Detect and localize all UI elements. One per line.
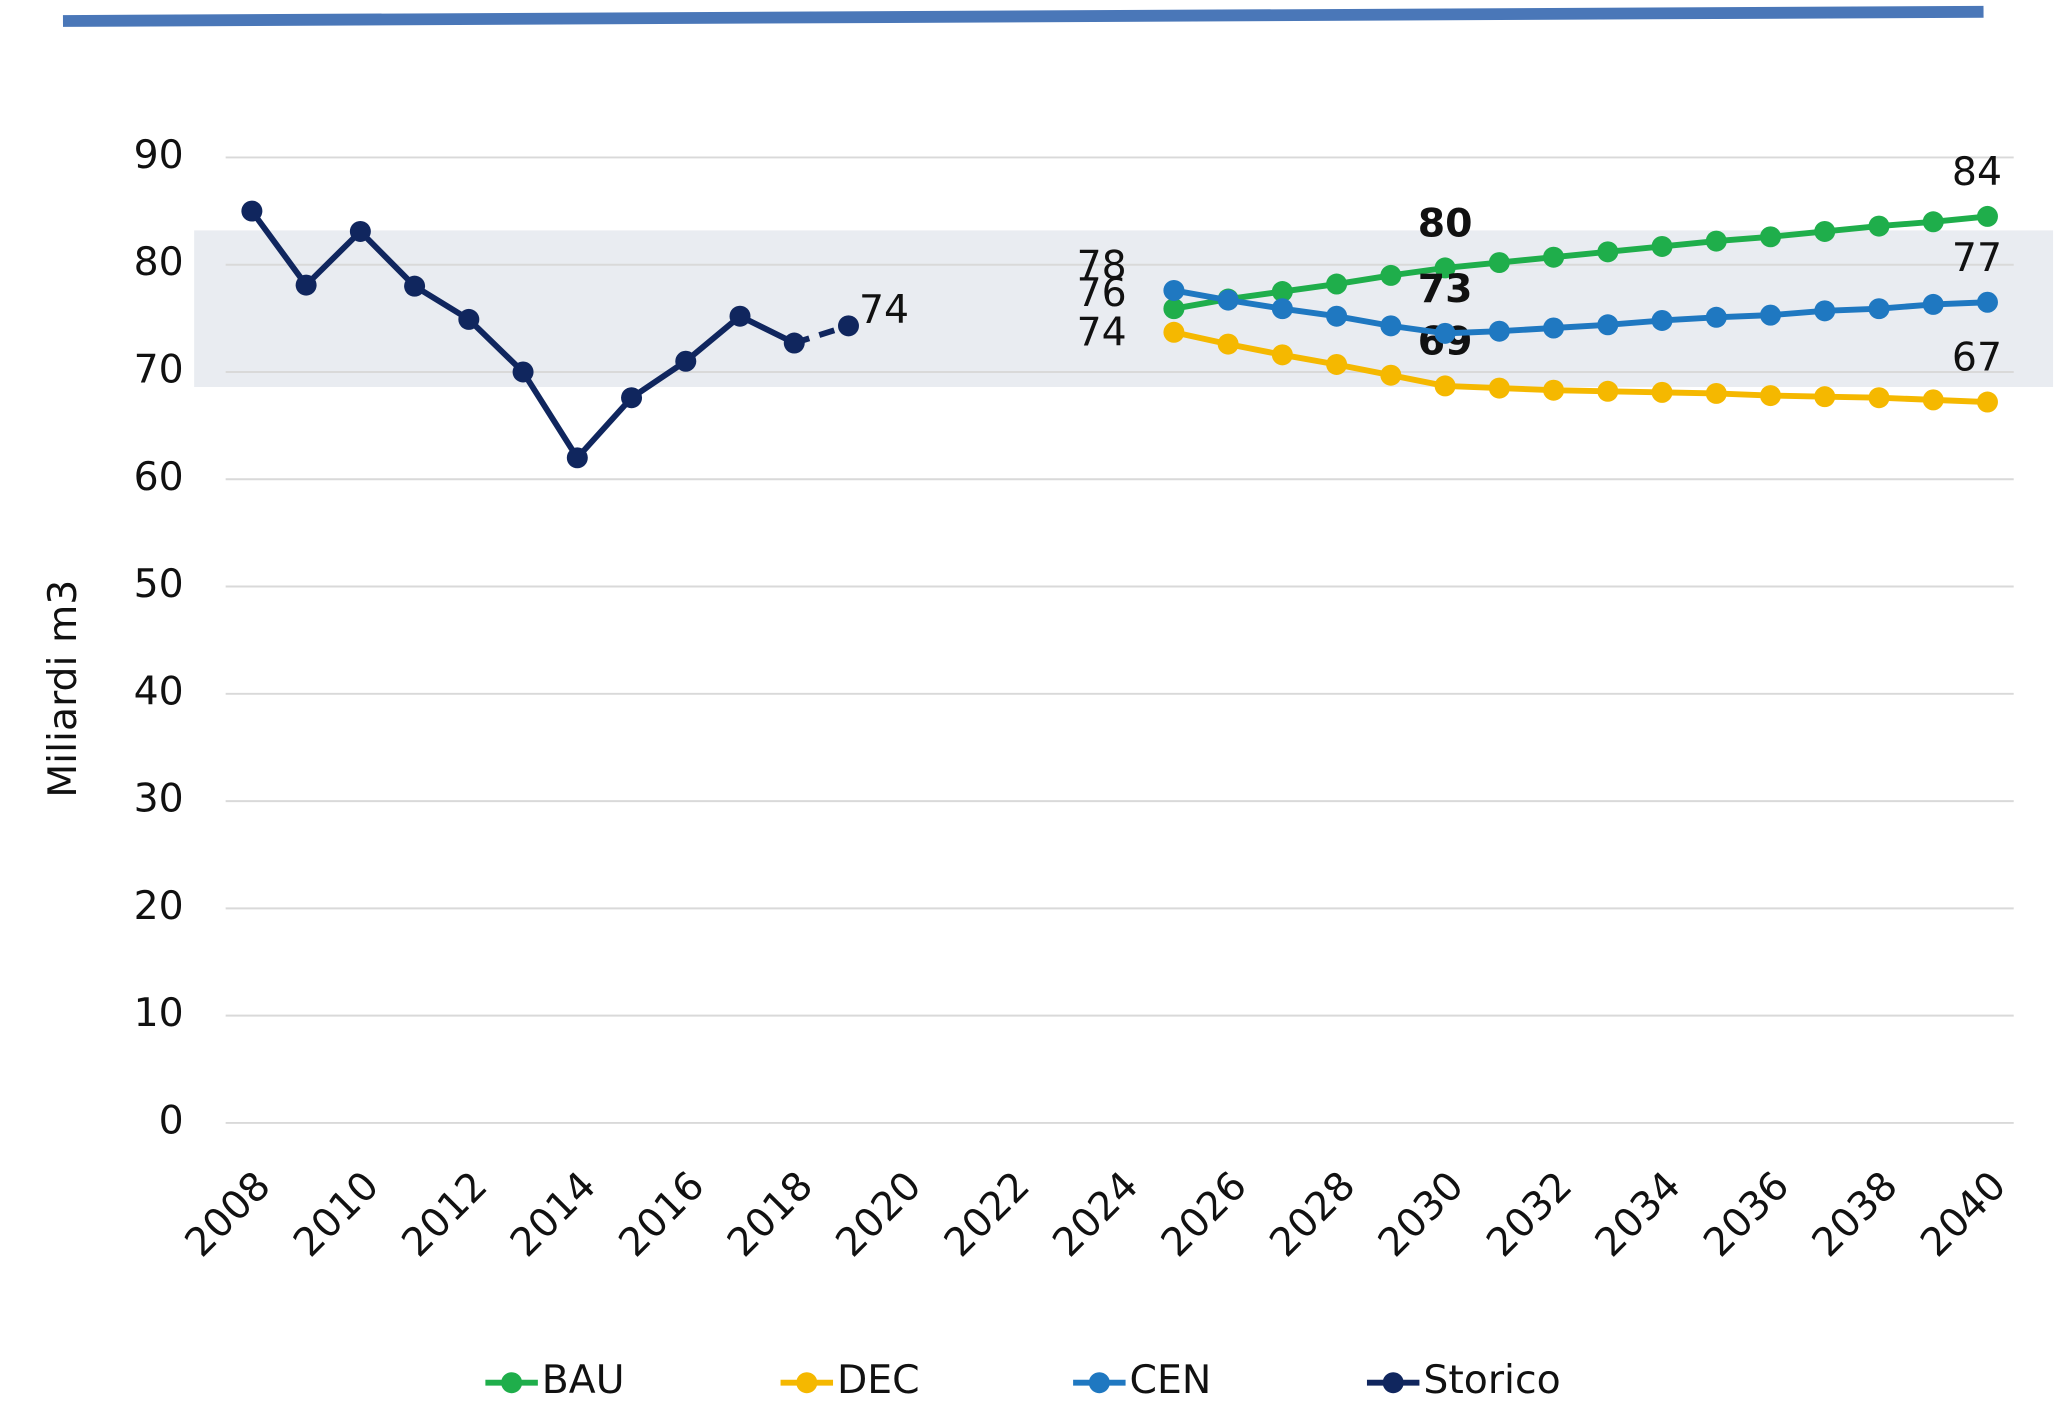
series-point [1705, 230, 1727, 252]
data-label: 80 [1418, 200, 1473, 246]
legend-marker [501, 1372, 523, 1394]
y-tick-label: 0 [159, 1097, 184, 1143]
series-point [1217, 289, 1239, 311]
series-line [1173, 329, 1988, 405]
series-point [1705, 306, 1727, 328]
data-label: 76 [1077, 270, 1127, 316]
series-point [1434, 257, 1456, 279]
series-point [1488, 252, 1510, 274]
series-point [1434, 375, 1456, 397]
series-point [1271, 281, 1293, 303]
series-point [1543, 317, 1565, 339]
series-point [1163, 298, 1185, 320]
y-tick-label: 40 [134, 668, 184, 714]
series-point [566, 447, 588, 469]
series-point [512, 361, 534, 383]
y-tick-label: 70 [134, 346, 184, 392]
series-point [1760, 226, 1782, 248]
header-bar [62, 5, 1984, 27]
series-point [1814, 300, 1836, 322]
series-point [1597, 241, 1619, 263]
series-point [1326, 305, 1348, 327]
series-point [1380, 264, 1402, 286]
y-tick-label: 20 [134, 883, 184, 929]
series-point [1814, 386, 1836, 408]
series-point [1597, 314, 1619, 336]
data-label: 84 [1952, 149, 2002, 195]
series-point [1976, 291, 1998, 313]
series-point [1868, 387, 1890, 409]
series-point [1488, 320, 1510, 342]
series-point [621, 387, 643, 409]
series-point [1814, 220, 1836, 242]
data-label: 74 [1077, 309, 1127, 355]
series-point [1163, 279, 1185, 301]
series-point [458, 308, 480, 330]
data-label: 74 [859, 287, 909, 333]
legend-label: BAU [542, 1357, 625, 1403]
series-point [1705, 382, 1727, 404]
series-point [1326, 273, 1348, 295]
series-point [1868, 298, 1890, 320]
series-point [1380, 364, 1402, 386]
series-line [1173, 287, 1988, 337]
data-label: 73 [1418, 266, 1473, 312]
y-axis-label: Miliardi m3 [40, 580, 86, 798]
series-point [1976, 205, 1998, 227]
series-point [1271, 344, 1293, 366]
y-tick-label: 90 [134, 132, 184, 178]
series-point [1434, 322, 1456, 344]
series-point [1543, 246, 1565, 268]
legend-label: Storico [1423, 1357, 1560, 1403]
series-point [1922, 293, 1944, 315]
series-point [675, 350, 697, 372]
series-point [1163, 321, 1185, 343]
series-point [729, 305, 751, 327]
y-tick-label: 10 [134, 990, 184, 1036]
legend-marker [1088, 1372, 1110, 1394]
series-point [349, 220, 371, 242]
y-tick-label: 60 [134, 454, 184, 500]
series-point [1597, 380, 1619, 402]
y-tick-label: 30 [134, 776, 184, 822]
series-point [1922, 211, 1944, 233]
highlight-band [194, 230, 2054, 388]
series-point [1488, 377, 1510, 399]
series-point [1543, 379, 1565, 401]
series-point [295, 274, 317, 296]
series-point [1651, 309, 1673, 331]
series-point [1651, 381, 1673, 403]
series-point [404, 275, 426, 297]
legend-label: CEN [1130, 1357, 1212, 1403]
series-point [1326, 353, 1348, 375]
data-label: 78 [1077, 243, 1127, 289]
series-point [1380, 315, 1402, 337]
legend-marker [1382, 1372, 1404, 1394]
series-point [1217, 333, 1239, 355]
y-tick-label: 80 [134, 239, 184, 285]
series-point [1922, 389, 1944, 411]
series-point [1868, 215, 1890, 237]
series-point [837, 315, 859, 337]
legend-marker [796, 1372, 818, 1394]
data-label: 77 [1952, 235, 2002, 281]
series-point [783, 332, 805, 354]
series-point [1760, 385, 1782, 407]
series-point [241, 200, 263, 222]
y-tick-label: 50 [134, 561, 184, 607]
series-point [1976, 391, 1998, 413]
series-point [1760, 304, 1782, 326]
legend-label: DEC [837, 1357, 920, 1403]
series-point [1651, 235, 1673, 257]
series-point [1271, 298, 1293, 320]
data-label: 67 [1952, 335, 2002, 381]
series-line [1173, 213, 1988, 312]
